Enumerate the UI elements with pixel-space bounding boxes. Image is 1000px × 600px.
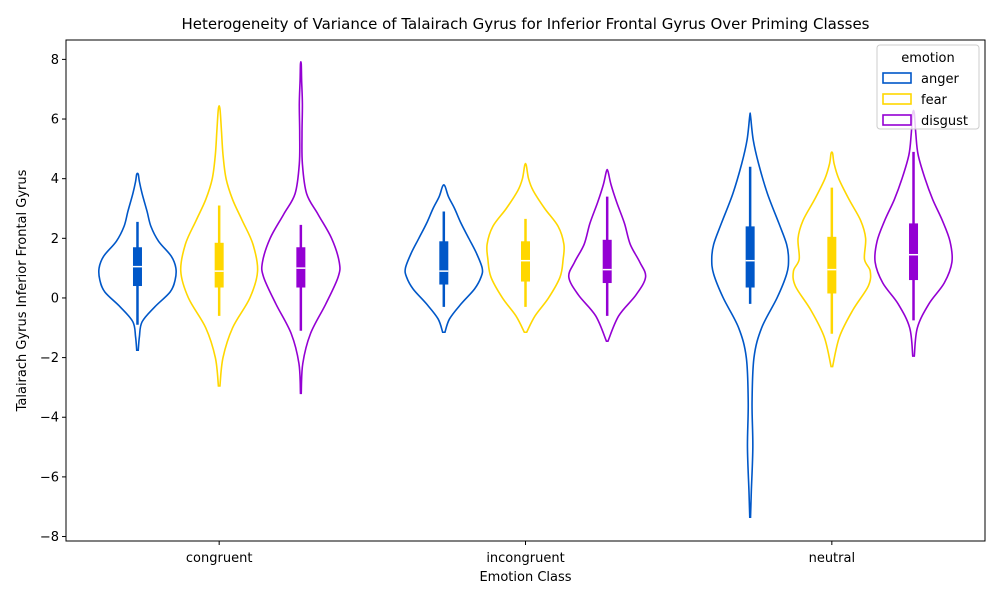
violin-body: [567, 168, 647, 342]
y-tick-label: 8: [51, 53, 59, 68]
violin-iqr-box: [439, 241, 449, 285]
violin-iqr-box: [214, 242, 224, 288]
violin-iqr-box: [745, 226, 755, 288]
legend-swatch: [882, 114, 912, 126]
violin-body: [485, 162, 566, 334]
violin-disgust-incongruent: [567, 168, 647, 342]
legend-label: anger: [921, 72, 959, 87]
y-tick-label: 6: [51, 113, 59, 128]
violin-body: [710, 112, 790, 518]
x-tick-label: congruent: [186, 551, 253, 566]
y-tick-label: 0: [51, 291, 59, 306]
x-axis-title: Emotion Class: [479, 570, 571, 585]
legend-swatch: [882, 93, 912, 105]
legend-entries: anger fear disgust: [882, 72, 968, 129]
legend-entry-disgust: disgust: [882, 114, 968, 129]
y-axis-title: Talairach Gyrus Inferior Frontal Gyrus: [15, 169, 30, 412]
violin-fear-incongruent: [485, 162, 566, 334]
violin-iqr-box: [909, 223, 919, 281]
violin-anger-neutral: [710, 112, 790, 518]
x-tick-label: neutral: [809, 551, 856, 566]
legend-box: [876, 44, 980, 130]
legend-swatch: [882, 72, 912, 84]
violin-iqr-box: [602, 239, 612, 284]
violin-body: [792, 151, 872, 368]
chart-title: Heterogeneity of Variance of Talairach G…: [181, 15, 869, 33]
violin-body: [404, 184, 484, 334]
y-tick-label: −8: [40, 530, 59, 545]
legend-label: fear: [921, 93, 948, 108]
y-tick-label: 2: [51, 232, 59, 247]
violin-body: [179, 104, 259, 387]
violin-body: [260, 61, 341, 395]
legend-entry-fear: fear: [882, 93, 948, 108]
legend: emotion anger fear disgust: [876, 44, 980, 130]
y-tick-label: 4: [51, 172, 59, 187]
violin-fear-congruent: [179, 104, 259, 387]
y-axis: −8 −6 −4 −2 0 2 4 6 8: [40, 53, 66, 545]
x-tick-label: incongruent: [486, 551, 564, 566]
y-tick-label: −6: [40, 470, 59, 485]
plot-content: [97, 61, 954, 518]
violin-anger-incongruent: [404, 184, 484, 334]
violin-anger-congruent: [97, 172, 177, 351]
violin-body: [97, 172, 177, 351]
y-tick-label: −2: [40, 351, 59, 366]
legend-title: emotion: [901, 51, 955, 66]
legend-entry-anger: anger: [882, 72, 959, 87]
violin-fear-neutral: [792, 151, 872, 368]
legend-label: disgust: [921, 114, 968, 129]
x-axis: congruent incongruent neutral: [186, 541, 855, 566]
y-tick-label: −4: [40, 411, 59, 426]
violin-disgust-congruent: [260, 61, 341, 395]
violin-iqr-box: [827, 236, 837, 294]
